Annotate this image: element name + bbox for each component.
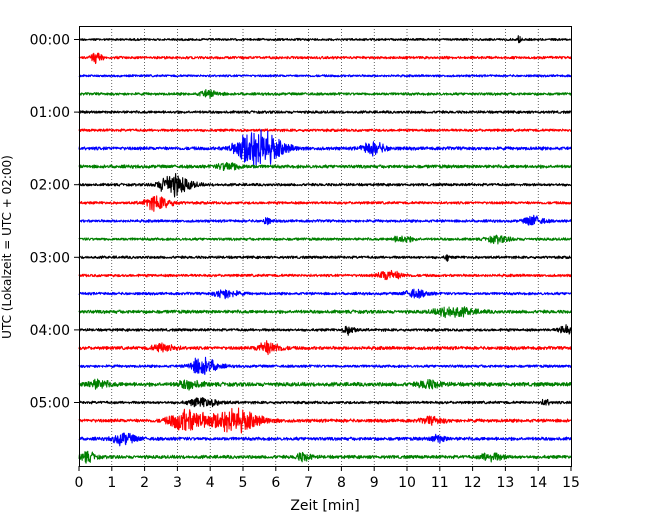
y-axis-label: UTC (Lokalzeit = UTC + 02:00) xyxy=(0,155,14,339)
trace-0015 xyxy=(78,52,572,65)
trace-0115 xyxy=(78,128,572,133)
plot-frame xyxy=(79,26,572,467)
x-tick-label: 3 xyxy=(173,475,182,491)
trace-0130 xyxy=(78,129,572,169)
trace-0430 xyxy=(78,356,572,376)
trace-0515 xyxy=(78,407,572,434)
trace-0030 xyxy=(78,74,572,78)
trace-0545 xyxy=(78,450,572,464)
trace-0000 xyxy=(78,35,572,44)
x-tick-label: 11 xyxy=(431,475,449,491)
y-tick-label: 05:00 xyxy=(30,396,70,412)
y-tick-label: 02:00 xyxy=(30,178,70,194)
x-axis-ticks: 0 1 2 3 4 5 6 7 8 9 10 11 12 13 14 15 xyxy=(75,466,580,491)
trace-0215 xyxy=(78,195,572,212)
trace-0330 xyxy=(78,288,572,300)
x-tick-label: 0 xyxy=(75,475,84,491)
x-tick-label: 1 xyxy=(107,475,116,491)
x-tick-label: 7 xyxy=(304,475,313,491)
trace-0045 xyxy=(78,89,572,99)
trace-0400 xyxy=(78,324,572,336)
y-tick-label: 01:00 xyxy=(30,105,70,121)
trace-0445 xyxy=(78,378,572,391)
trace-0245 xyxy=(78,234,572,245)
x-tick-label: 5 xyxy=(239,475,248,491)
x-tick-label: 10 xyxy=(398,475,416,491)
trace-0230 xyxy=(78,214,572,226)
trace-0345 xyxy=(78,306,572,319)
x-tick-label: 13 xyxy=(496,475,514,491)
y-axis-ticks: 00:00 01:00 02:00 03:00 04:00 05:00 xyxy=(30,33,79,412)
y-tick-label: 00:00 xyxy=(30,33,70,49)
x-tick-label: 15 xyxy=(562,475,580,491)
trace-0500 xyxy=(78,396,572,408)
trace-0315 xyxy=(78,269,572,281)
x-tick-label: 6 xyxy=(271,475,280,491)
x-axis-label: Zeit [min] xyxy=(290,498,359,514)
x-tick-label: 12 xyxy=(464,475,482,491)
x-tick-label: 14 xyxy=(529,475,547,491)
x-tick-label: 9 xyxy=(370,475,379,491)
trace-0530 xyxy=(78,432,572,447)
y-tick-label: 04:00 xyxy=(30,323,70,339)
trace-0200 xyxy=(78,173,572,198)
trace-0100 xyxy=(78,110,572,115)
trace-0300 xyxy=(78,254,572,262)
x-tick-label: 8 xyxy=(337,475,346,491)
x-tick-label: 4 xyxy=(206,475,215,491)
trace-0145 xyxy=(78,162,572,172)
y-tick-label: 03:00 xyxy=(30,250,70,266)
vertical-grid xyxy=(111,26,539,466)
trace-0415 xyxy=(78,340,572,356)
seismogram-traces xyxy=(78,35,572,464)
x-tick-label: 2 xyxy=(140,475,149,491)
